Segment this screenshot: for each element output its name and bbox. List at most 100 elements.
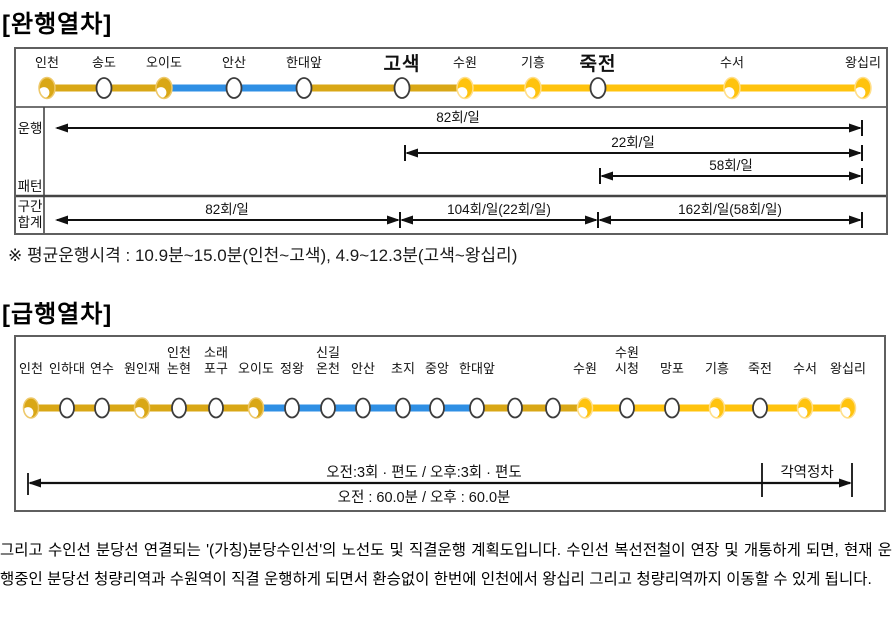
station-marker [507,397,523,419]
arrowhead-icon [405,148,418,158]
station-label: 인천 [19,361,43,376]
pattern-arrow: 58회/일 [599,158,863,184]
station-label: 논현 [167,361,191,376]
arrowhead-icon [849,171,862,181]
station-marker [796,397,814,419]
station-label: 기흥 [521,55,545,70]
station-circle [284,397,300,419]
service-count-label: 오전:3회 · 편도 / 오후:3회 · 편도 [326,464,521,481]
station-circle [208,397,224,419]
station-marker [94,397,110,419]
frequency-label: 82회/일 [436,110,480,125]
arrowhead-icon [849,148,862,158]
arrowhead-icon [387,215,400,225]
section-total-arrow: 162회/일(58회/일) [598,202,863,228]
frequency-label: 58회/일 [709,158,753,173]
station-circle [429,397,445,419]
station-marker [393,77,411,99]
station-circle [469,397,485,419]
row-label-pattern: 패턴 [18,179,43,194]
station-label: 인하대 [49,361,85,376]
station-marker [247,397,265,419]
arrowhead-icon [55,123,68,133]
frequency-label: 82회/일 [205,202,249,217]
station-marker [295,77,313,99]
arrowhead-icon [28,478,41,488]
station-marker [752,397,768,419]
station-circle [225,77,243,99]
station-label: 안산 [222,55,246,70]
service-time-label: 오전 : 60.0분 / 오후 : 60.0분 [338,489,511,506]
station-marker [355,397,371,419]
station-label: 망포 [660,361,684,376]
station-circle [507,397,523,419]
arrowhead-icon [55,215,68,225]
station-marker [395,397,411,419]
local-train-panel: 인천 송도 오이도 안산 한대앞 고색 수원 기흥 죽전 수서 왕십리 운행 패턴 구간 합계 82회/일 22… [14,47,888,235]
frequency-label: 104회/일(22회/일) [447,202,551,217]
frequency-label: 162회/일(58회/일) [678,202,782,217]
station-label: 송도 [92,55,116,70]
station-marker [545,397,561,419]
station-marker [155,76,173,100]
station-circle [94,397,110,419]
station-label: 원인재 [124,361,160,376]
station-circle [664,397,680,419]
station-marker [59,397,75,419]
station-marker [524,76,542,100]
station-circle [59,397,75,419]
pattern-arrow: 82회/일 [55,110,863,136]
station-marker [208,397,224,419]
headway-note: ※ 평균운행시격 : 10.9분~15.0분(인천~고색), 4.9~12.3분… [8,246,518,265]
station-circle [171,397,187,419]
station-label: 수서 [720,55,744,70]
station-label: 한대앞 [286,55,322,70]
row-label-total: 합계 [18,215,43,230]
station-marker [171,397,187,419]
station-label: 포구 [204,361,228,376]
station-label: 오이도 [146,55,182,70]
arrowhead-icon [598,215,611,225]
station-label: 한대앞 [459,361,495,376]
station-label: 기흥 [705,361,729,376]
row-label-section: 구간 [18,199,43,214]
station-circle [752,397,768,419]
station-marker [225,77,243,99]
station-label: 중앙 [425,361,449,376]
station-label: 왕십리 [845,55,881,70]
station-label: 인천 [35,55,59,70]
station-marker [839,397,857,419]
arrowhead-icon [600,171,613,181]
station-label: 수서 [793,361,817,376]
station-circle [355,397,371,419]
station-marker [284,397,300,419]
station-marker [619,397,635,419]
station-circle [589,77,607,99]
frequency-label: 22회/일 [611,135,655,150]
station-circle [295,77,313,99]
station-label: 수원 [453,55,477,70]
station-circle [619,397,635,419]
station-marker [576,397,594,419]
station-circle [545,397,561,419]
station-marker [723,76,741,100]
station-circle [95,77,113,99]
station-label: 고색 [384,53,421,75]
station-marker [708,397,726,419]
station-label: 신길 [316,345,340,360]
station-label: 온천 [316,361,340,376]
station-label: 초지 [391,361,415,376]
station-label: 죽전 [580,53,617,75]
pattern-arrow: 22회/일 [404,135,863,161]
section-total-arrow: 82회/일 [55,202,401,228]
description-paragraph: 그리고 수인선 분당선 연결되는 '(가칭)분당수인선'의 노선도 및 직결운행… [0,542,892,588]
arrowhead-icon [849,123,862,133]
station-label: 인천 [167,345,191,360]
station-label: 정왕 [280,361,304,376]
station-marker [429,397,445,419]
station-circle [395,397,411,419]
arrowhead-icon [849,215,862,225]
station-label: 왕십리 [830,361,866,376]
